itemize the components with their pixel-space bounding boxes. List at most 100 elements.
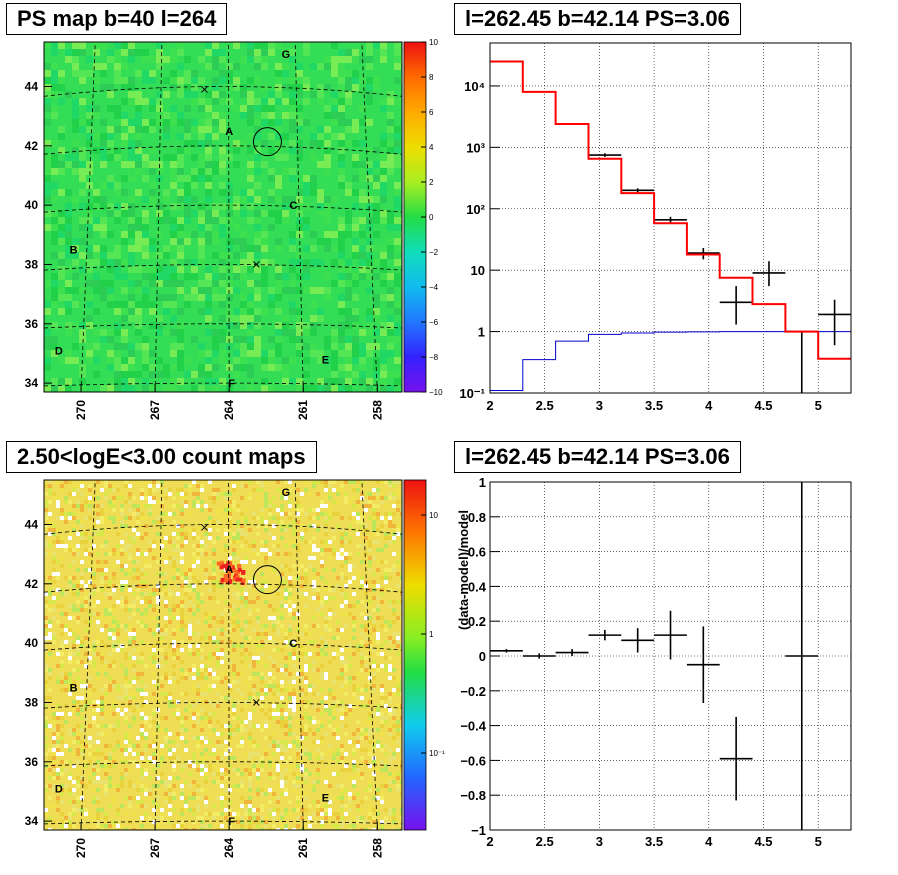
map-pixel — [212, 231, 219, 238]
map-pixel — [72, 584, 76, 588]
map-pixel — [340, 784, 344, 788]
map-pixel — [303, 189, 310, 196]
map-pixel — [96, 752, 100, 756]
map-pixel — [135, 224, 142, 231]
map-pixel — [104, 584, 108, 588]
map-pixel — [205, 371, 212, 378]
map-pixel — [128, 680, 132, 684]
map-pixel — [184, 576, 188, 580]
map-pixel — [394, 42, 401, 49]
map-pixel — [252, 516, 256, 520]
map-pixel — [296, 287, 303, 294]
map-pixel — [58, 98, 65, 105]
map-pixel — [152, 672, 156, 676]
map-pixel — [121, 133, 128, 140]
map-pixel — [380, 385, 387, 392]
map-pixel — [76, 784, 80, 788]
map-pixel — [44, 628, 48, 632]
map-pixel — [216, 772, 220, 776]
map-pixel — [205, 154, 212, 161]
map-pixel — [104, 816, 108, 820]
map-pixel — [191, 154, 198, 161]
map-pixel — [184, 592, 188, 596]
map-pixel — [289, 84, 296, 91]
palette-tick-label: −8 — [429, 353, 439, 362]
map-pixel — [366, 273, 373, 280]
map-pixel — [268, 175, 275, 182]
map-pixel — [96, 768, 100, 772]
map-pixel — [68, 660, 72, 664]
map-pixel — [160, 500, 164, 504]
map-pixel — [128, 364, 135, 371]
map-pixel — [272, 628, 276, 632]
map-pixel — [366, 168, 373, 175]
map-pixel — [352, 760, 356, 764]
map-pixel — [76, 668, 80, 672]
map-pixel — [226, 63, 233, 70]
map-pixel — [368, 604, 372, 608]
map-pixel — [396, 680, 400, 684]
map-pixel — [338, 252, 345, 259]
map-pixel — [68, 684, 72, 688]
map-pixel — [289, 301, 296, 308]
map-pixel — [116, 620, 120, 624]
map-pixel — [338, 84, 345, 91]
map-pixel — [208, 616, 212, 620]
map-pixel — [376, 796, 380, 800]
map-pixel — [340, 536, 344, 540]
map-pixel — [244, 596, 248, 600]
map-pixel — [108, 804, 112, 808]
map-pixel — [292, 664, 296, 668]
map-pixel — [376, 604, 380, 608]
map-pixel — [168, 596, 172, 600]
map-pixel — [352, 252, 359, 259]
map-pixel — [272, 616, 276, 620]
map-pixel — [160, 584, 164, 588]
map-pixel — [64, 824, 68, 828]
map-pixel — [284, 544, 288, 548]
map-pixel — [196, 600, 200, 604]
map-pixel — [289, 140, 296, 147]
map-pixel — [140, 536, 144, 540]
map-pixel — [114, 70, 121, 77]
map-pixel — [108, 484, 112, 488]
map-pixel — [308, 596, 312, 600]
map-pixel — [254, 77, 261, 84]
map-pixel — [52, 608, 56, 612]
map-pixel — [128, 308, 135, 315]
map-pixel — [380, 480, 384, 484]
map-pixel — [60, 824, 64, 828]
map-pixel — [316, 748, 320, 752]
map-pixel — [380, 760, 384, 764]
map-pixel — [368, 804, 372, 808]
map-pixel — [116, 744, 120, 748]
map-pixel — [132, 760, 136, 764]
map-pixel — [340, 716, 344, 720]
map-pixel — [384, 716, 388, 720]
map-pixel — [247, 203, 254, 210]
map-pixel — [160, 812, 164, 816]
map-pixel — [396, 560, 400, 564]
map-pixel — [236, 620, 240, 624]
map-pixel — [254, 322, 261, 329]
map-pixel — [116, 696, 120, 700]
map-pixel — [104, 692, 108, 696]
map-pixel — [121, 98, 128, 105]
map-pixel — [128, 203, 135, 210]
map-pixel — [248, 816, 252, 820]
map-pixel — [204, 572, 208, 576]
map-pixel — [212, 119, 219, 126]
map-pixel — [163, 112, 170, 119]
map-pixel — [172, 760, 176, 764]
map-pixel — [261, 231, 268, 238]
map-pixel — [48, 484, 52, 488]
map-pixel — [328, 760, 332, 764]
map-pixel — [128, 84, 135, 91]
map-pixel — [68, 604, 72, 608]
map-pixel — [72, 105, 79, 112]
map-pixel — [384, 520, 388, 524]
map-pixel — [360, 480, 364, 484]
map-pixel — [384, 532, 388, 536]
map-pixel — [308, 492, 312, 496]
map-pixel — [232, 756, 236, 760]
